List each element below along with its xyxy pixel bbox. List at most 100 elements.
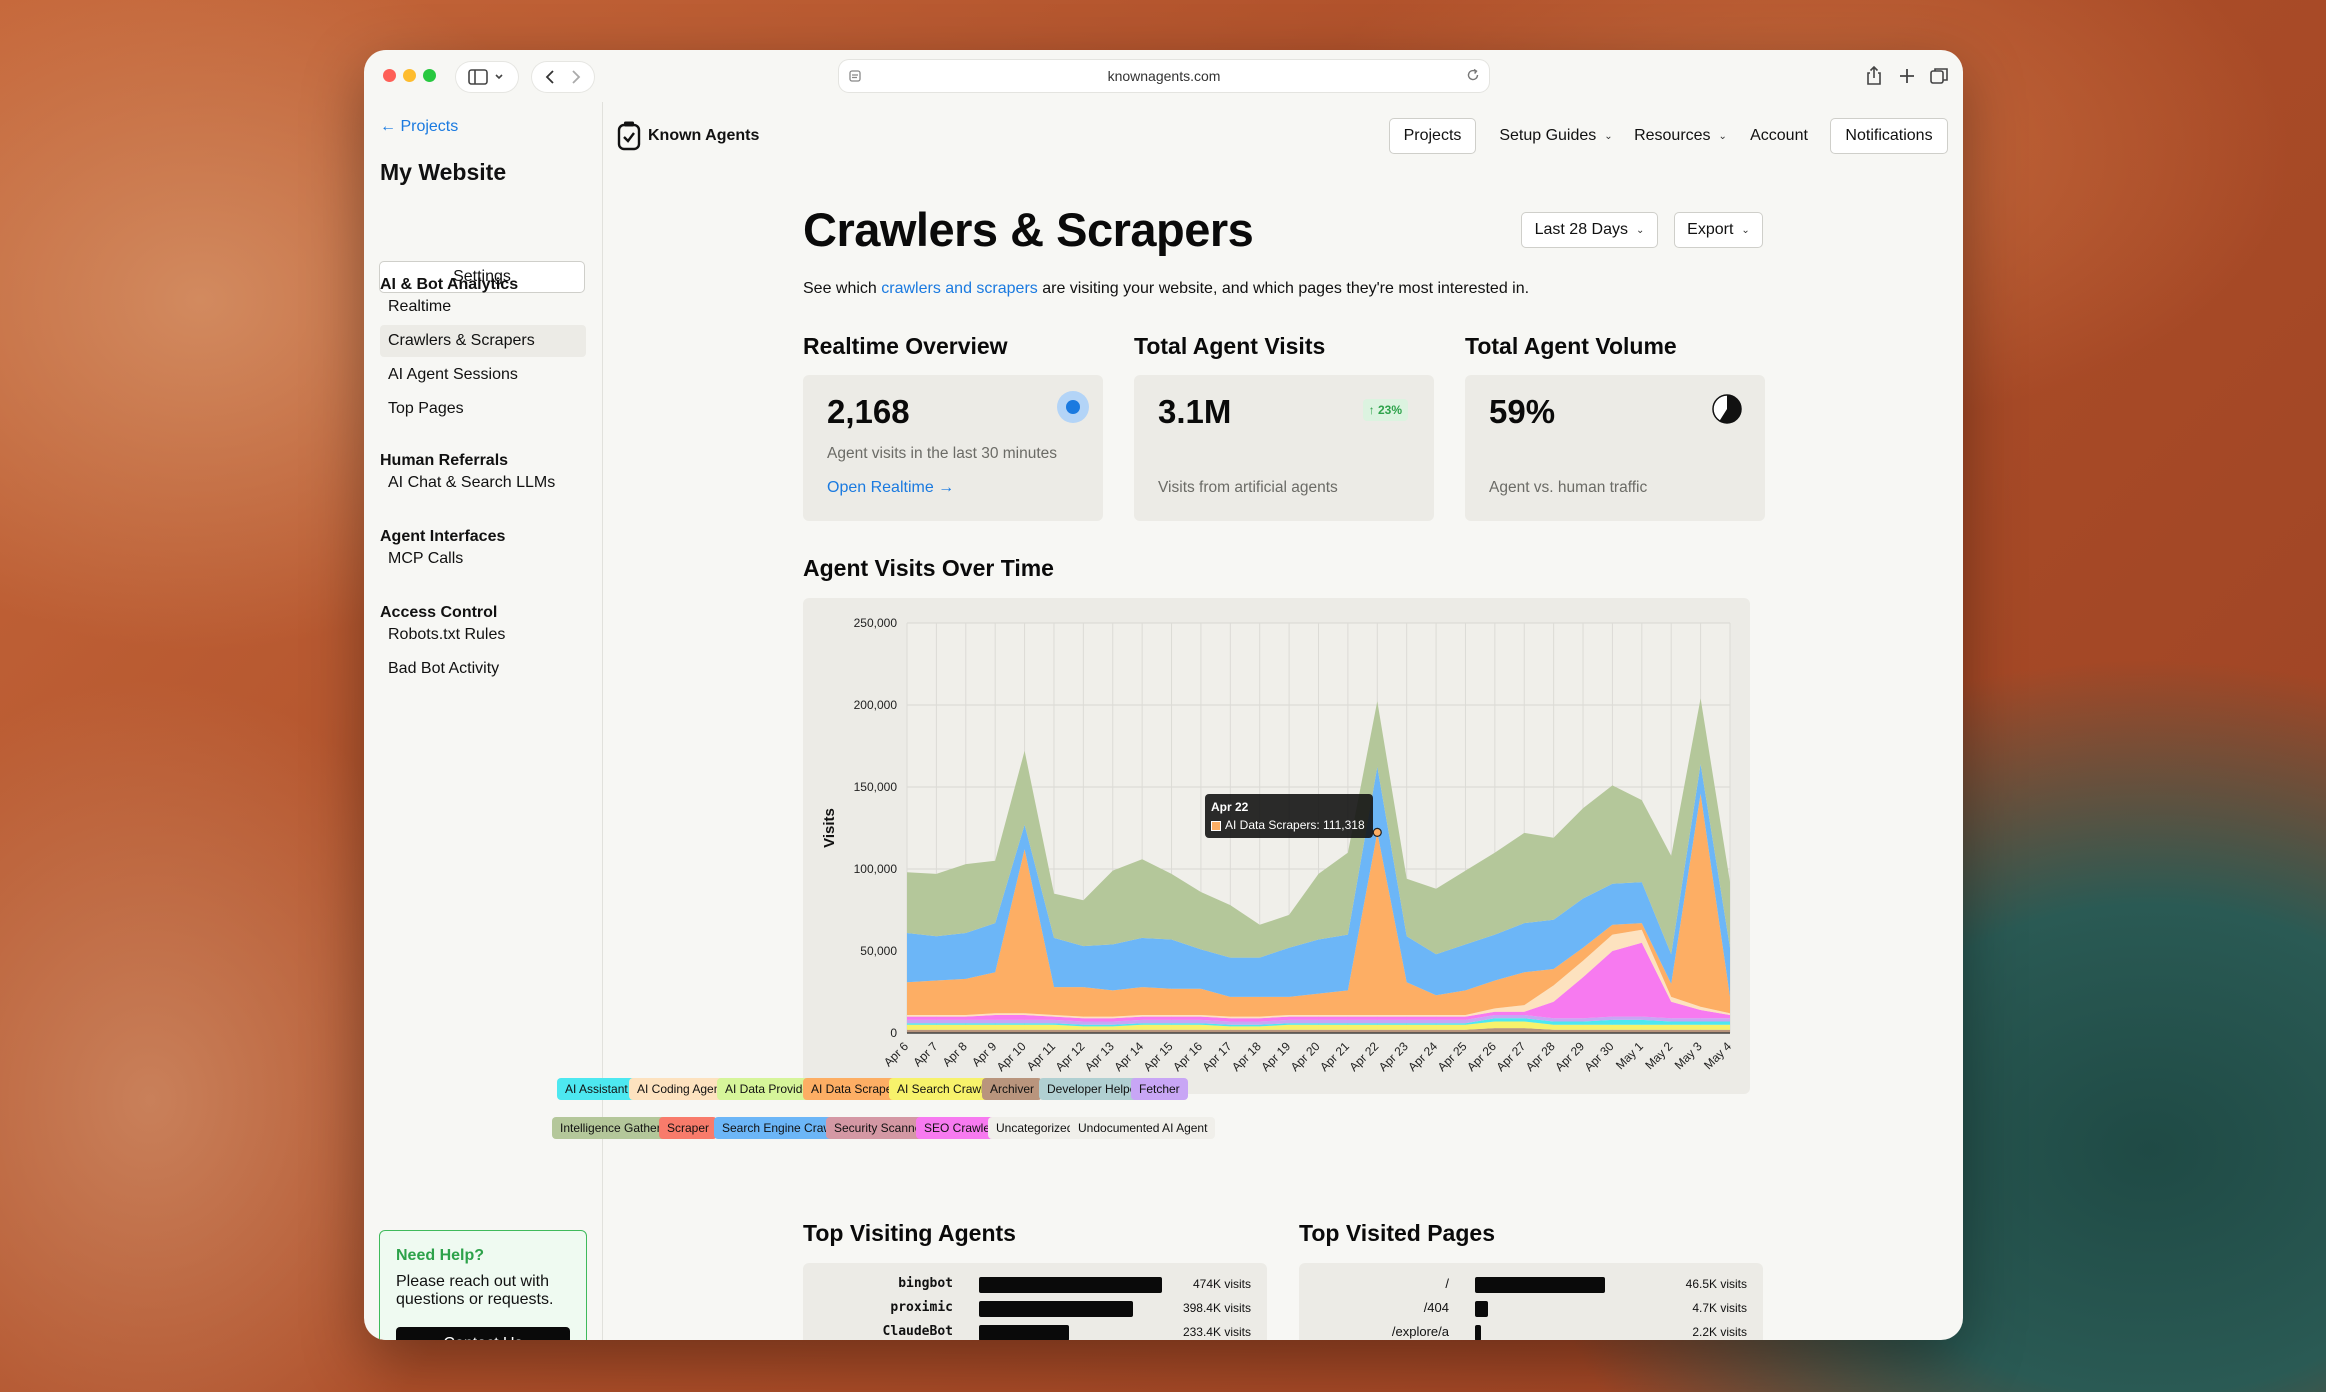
nav-account-link[interactable]: Account xyxy=(1743,118,1815,154)
sidebar-item-crawlers-scrapers[interactable]: Crawlers & Scrapers xyxy=(380,325,586,357)
x-tick-label: May 2 xyxy=(1642,1039,1675,1072)
legend-tag-ai-coding-agent[interactable]: AI Coding Agent xyxy=(629,1078,732,1100)
sidebar-item-ai-agent-sessions[interactable]: AI Agent Sessions xyxy=(388,366,518,383)
chevron-down-icon: ⌄ xyxy=(1718,130,1727,142)
site-name: My Website xyxy=(380,159,507,185)
date-range-label: Last 28 Days xyxy=(1534,221,1628,238)
legend-tag-scraper[interactable]: Scraper xyxy=(659,1117,718,1139)
top-pages-panel: / 46.5K visits/404 4.7K visits/explore/a 2.… xyxy=(1299,1263,1763,1340)
y-tick-label: 0 xyxy=(890,1026,897,1040)
brand-name[interactable]: Known Agents xyxy=(648,127,760,144)
legend-tag-ai-search-crawler[interactable]: AI Search Crawler xyxy=(889,1078,1003,1100)
x-tick-label: Apr 8 xyxy=(940,1039,970,1069)
legend-tag-seo-crawler[interactable]: SEO Crawler xyxy=(916,1117,1003,1139)
legend-tag-archiver[interactable]: Archiver xyxy=(982,1078,1043,1100)
nav-resources-menu[interactable]: Resources ⌄ xyxy=(1628,118,1733,154)
tooltip-swatch xyxy=(1211,821,1221,831)
nav-setup-guides-menu[interactable]: Setup Guides ⌄ xyxy=(1494,118,1618,154)
legend-tag-ai-assistant[interactable]: AI Assistant xyxy=(557,1078,636,1100)
legend-tag-developer-helper[interactable]: Developer Helper xyxy=(1039,1078,1149,1100)
x-tick-label: Apr 7 xyxy=(910,1039,940,1069)
total-visits-desc: Visits from artificial agents xyxy=(1158,479,1338,496)
forward-arrow-icon[interactable] xyxy=(572,70,581,84)
legend-tag-ai-data-scraper[interactable]: AI Data Scraper xyxy=(803,1078,905,1100)
x-tick-label: Apr 29 xyxy=(1552,1039,1587,1074)
back-to-projects-link[interactable]: ← Projects xyxy=(380,118,459,135)
list-item-label[interactable]: ClaudeBot xyxy=(882,1324,953,1339)
sidebar-toggle-button[interactable] xyxy=(456,62,518,92)
list-item-label[interactable]: /explore/a xyxy=(1391,1324,1449,1339)
legend-tag-security-scanner[interactable]: Security Scanner xyxy=(826,1117,934,1139)
sidebar-item-mcp-calls[interactable]: MCP Calls xyxy=(388,550,464,567)
tooltip-date: Apr 22 xyxy=(1211,800,1249,814)
agent-visits-chart[interactable]: 0 50,000 100,000 150,000 200,000 250,000 Apr 6… xyxy=(803,598,1750,1094)
x-tick-label: Apr 17 xyxy=(1200,1039,1235,1074)
list-item-bar xyxy=(979,1301,1133,1317)
list-item-label[interactable]: / xyxy=(1445,1276,1449,1291)
legend-tag-fetcher[interactable]: Fetcher xyxy=(1131,1078,1188,1100)
sidebar-item-top-pages[interactable]: Top Pages xyxy=(388,400,464,417)
top-agents-panel: bingbot 474K visits proximic 398.4K visits C… xyxy=(803,1263,1267,1340)
list-item-label[interactable]: bingbot xyxy=(898,1276,953,1291)
list-item-label[interactable]: /404 xyxy=(1423,1300,1449,1315)
nav-projects-button[interactable]: Projects xyxy=(1389,118,1476,154)
minimize-window-button[interactable] xyxy=(403,69,416,82)
back-arrow-icon[interactable] xyxy=(545,70,554,84)
share-icon[interactable] xyxy=(1862,64,1886,88)
settings-button[interactable]: Settings xyxy=(379,261,585,293)
address-bar[interactable]: knownagents.com xyxy=(839,60,1489,92)
close-window-button[interactable] xyxy=(383,69,396,82)
export-dropdown[interactable]: Export ⌄ xyxy=(1674,212,1763,248)
known-agents-logo-icon[interactable] xyxy=(616,120,642,152)
open-realtime-link[interactable]: Open Realtime → xyxy=(827,479,955,496)
legend-tag-undocumented-ai-agent[interactable]: Undocumented AI Agent xyxy=(1070,1117,1216,1139)
new-tab-icon[interactable] xyxy=(1895,64,1919,88)
nav-notifications-button[interactable]: Notifications xyxy=(1830,118,1948,154)
sidebar-item-ai-chat-search-llms[interactable]: AI Chat & Search LLMs xyxy=(388,474,556,491)
subtitle-text-post: are visiting your website, and which pag… xyxy=(1037,280,1530,297)
list-item-value: 2.2K visits xyxy=(1692,1325,1747,1339)
crawlers-and-scrapers-link[interactable]: crawlers and scrapers xyxy=(881,280,1038,297)
x-tick-label: Apr 18 xyxy=(1229,1039,1264,1074)
x-tick-label: Apr 16 xyxy=(1170,1039,1205,1074)
legend-tag-ai-data-provider[interactable]: AI Data Provider xyxy=(717,1078,822,1100)
sidebar-item-robots-txt-rules[interactable]: Robots.txt Rules xyxy=(388,626,506,643)
navigation-buttons xyxy=(532,62,594,92)
export-label: Export xyxy=(1687,221,1734,238)
agent-volume-desc: Agent vs. human traffic xyxy=(1489,479,1648,496)
date-range-dropdown[interactable]: Last 28 Days ⌄ xyxy=(1521,212,1658,248)
tab-overview-icon[interactable] xyxy=(1927,64,1951,88)
chart-panel: 0 50,000 100,000 150,000 200,000 250,000 Apr 6… xyxy=(803,598,1750,1094)
list-item-value: 233.4K visits xyxy=(1182,1325,1251,1339)
sidebar-section-heading: Human Referrals xyxy=(380,452,509,469)
tooltip-value: AI Data Scrapers: 111,318 xyxy=(1225,818,1365,832)
total-visits-value: 3.1M xyxy=(1158,393,1232,430)
nav-resources-label: Resources xyxy=(1634,127,1711,144)
y-tick-label: 250,000 xyxy=(854,616,898,630)
nav-notifications-label: Notifications xyxy=(1845,127,1933,144)
list-item-bar xyxy=(979,1277,1162,1293)
list-item-label[interactable]: proximic xyxy=(890,1300,953,1315)
sidebar-item-realtime[interactable]: Realtime xyxy=(388,298,452,315)
total-agent-visits-card: 3.1M ↑ 23% Visits from artificial agents xyxy=(1134,375,1434,521)
legend-tag-uncategorized[interactable]: Uncategorized xyxy=(988,1117,1082,1139)
reload-icon[interactable] xyxy=(1465,67,1481,83)
x-tick-label: Apr 10 xyxy=(994,1039,1029,1074)
sidebar: ← Projects My Website Settings Need Help… xyxy=(364,102,603,1340)
area-fetcher xyxy=(907,1015,1730,1025)
x-tick-label: Apr 15 xyxy=(1141,1039,1176,1074)
live-indicator-icon xyxy=(1057,391,1089,423)
legend-tag-intelligence-gatherer[interactable]: Intelligence Gatherer xyxy=(552,1117,680,1139)
realtime-overview-card: 2,168 Agent visits in the last 30 minute… xyxy=(803,375,1103,521)
contact-us-button[interactable]: Contact Us xyxy=(396,1327,570,1340)
chevron-down-icon: ⌄ xyxy=(1636,224,1645,236)
y-tick-label: 100,000 xyxy=(854,862,898,876)
area-archiver xyxy=(907,1028,1730,1033)
legend-tag-search-engine-crawler[interactable]: Search Engine Crawler xyxy=(714,1117,854,1139)
area-ai-assistant xyxy=(907,1018,1730,1027)
x-tick-label: May 4 xyxy=(1701,1039,1734,1072)
list-item-value: 398.4K visits xyxy=(1182,1301,1251,1315)
zoom-window-button[interactable] xyxy=(423,69,436,82)
sidebar-item-bad-bot-activity[interactable]: Bad Bot Activity xyxy=(388,660,500,677)
page-menu-icon[interactable] xyxy=(847,68,863,84)
